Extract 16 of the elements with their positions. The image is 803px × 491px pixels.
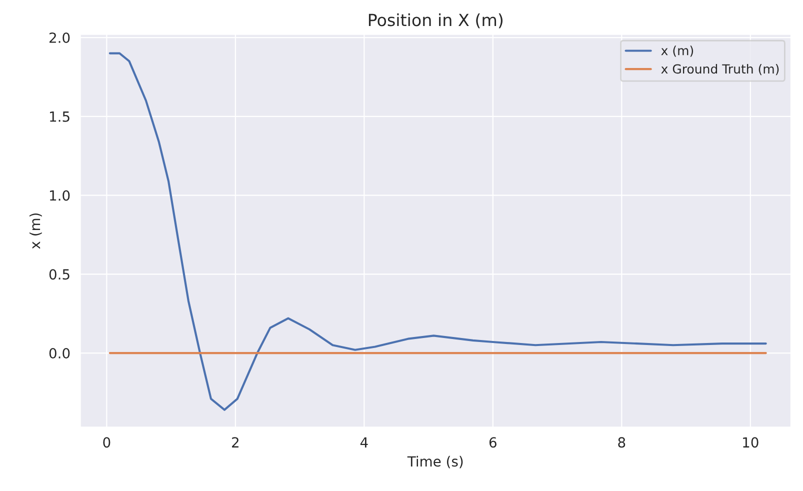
x-tick-label: 6 xyxy=(489,437,496,448)
x-tick-label: 10 xyxy=(743,437,758,448)
x-tick-label: 8 xyxy=(618,437,626,448)
legend-label: x (m) xyxy=(661,46,694,57)
y-tick-label: 1.5 xyxy=(50,112,70,122)
x-tick-label: 2 xyxy=(232,437,238,448)
legend-label: x Ground Truth (m) xyxy=(661,64,779,76)
x-axis-title: Time (s) xyxy=(407,456,463,468)
y-tick-label: 2.0 xyxy=(50,32,70,43)
y-tick-label: 1.0 xyxy=(50,190,70,201)
y-tick-label: 0.0 xyxy=(49,348,70,358)
chart-title: Position in X (m) xyxy=(368,13,503,28)
x-tick-label: 0 xyxy=(103,437,110,448)
y-tick-label: 0.5 xyxy=(49,269,70,280)
x-tick-label: 4 xyxy=(360,437,368,448)
y-axis-title: x (m) xyxy=(30,213,42,249)
